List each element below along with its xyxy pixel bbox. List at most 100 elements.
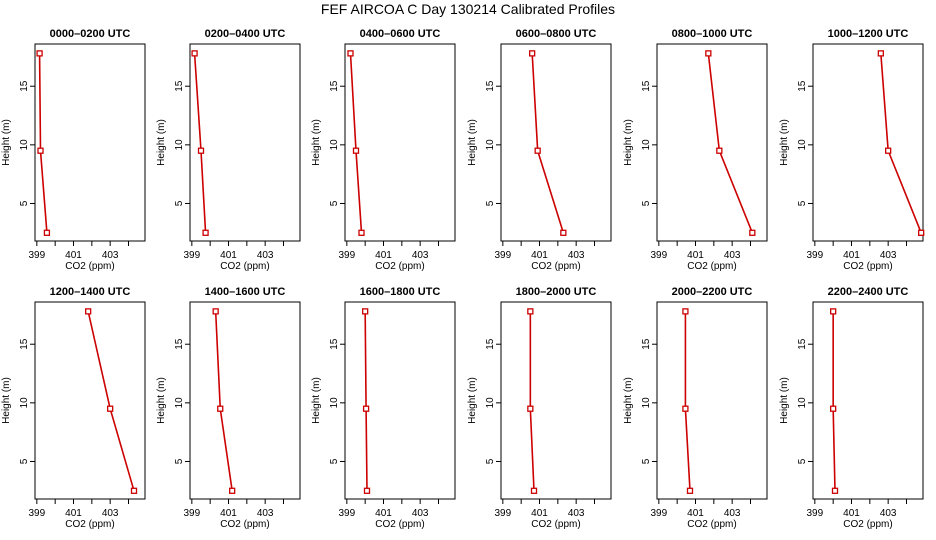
data-point: [358, 229, 365, 236]
x-tick-label: 399: [806, 250, 823, 261]
x-tick-label: 403: [412, 250, 429, 261]
data-point: [85, 308, 92, 315]
data-point: [705, 50, 712, 57]
panel-title: 1800–2000 UTC: [516, 286, 597, 298]
panel-title: 1600–1800 UTC: [360, 286, 441, 298]
y-tick-label: 5: [329, 200, 340, 206]
panel-title: 0200–0400 UTC: [205, 28, 286, 40]
profile-line: [832, 311, 836, 491]
x-axis-label: CO2 (ppm): [375, 519, 424, 530]
profile-line: [684, 311, 691, 491]
data-point: [918, 229, 925, 236]
x-axis-label: CO2 (ppm): [531, 519, 580, 530]
x-tick-label: 399: [338, 250, 355, 261]
panel-10: 1800–2000 UTC 399 401 403 5 10 15 CO2 (ppm) Heig…: [467, 286, 612, 530]
panel-title: 0400–0600 UTC: [360, 28, 441, 40]
y-tick-label: 5: [485, 200, 496, 206]
x-tick-label: 403: [102, 508, 119, 519]
data-point: [749, 229, 756, 236]
panel-title: 0800–1000 UTC: [672, 28, 753, 40]
x-axis-label: CO2 (ppm): [687, 519, 736, 530]
data-point: [352, 147, 360, 154]
y-tick-label: 10: [329, 139, 340, 151]
plot-frame: [189, 301, 301, 500]
y-tick-label: 5: [329, 458, 340, 464]
panel-title: 2200–2400 UTC: [828, 286, 909, 298]
panel-12: 2200–2400 UTC 399 401 403 5 10 15 CO2 (ppm) Heig…: [779, 286, 924, 530]
x-tick-label: 403: [724, 250, 741, 261]
panel-9: 1600–1800 UTC 399 401 403 5 10 15 CO2 (ppm) Heig…: [311, 286, 456, 530]
y-tick-label: 15: [174, 80, 185, 92]
data-point: [831, 487, 839, 494]
panel-11: 2000–2200 UTC 399 401 403 5 10 15 CO2 (ppm) Heig…: [623, 286, 768, 530]
y-axis-label: Height (m): [1, 119, 12, 166]
x-tick-label: 399: [806, 508, 823, 519]
y-tick-label: 15: [174, 338, 185, 350]
x-axis-label: CO2 (ppm): [65, 519, 114, 530]
panels-grid: 0000–0200 UTC 399 401 403 5 10 15 CO2 (ppm) Heig…: [1, 28, 925, 530]
data-point: [682, 405, 689, 412]
x-tick-label: 399: [494, 250, 511, 261]
data-point: [534, 147, 541, 154]
x-tick-label: 403: [412, 508, 429, 519]
y-axis-label: Height (m): [311, 377, 322, 424]
panel-2: 0200–0400 UTC 399 401 403 5 10 15 CO2 (ppm) Heig…: [156, 28, 301, 272]
panel-1: 0000–0200 UTC 399 401 403 5 10 15 CO2 (ppm) Heig…: [1, 28, 146, 272]
y-tick-label: 5: [797, 458, 808, 464]
panel-title: 2000–2200 UTC: [672, 286, 753, 298]
figure-title: FEF AIRCOA C Day 130214 Calibrated Profi…: [321, 1, 615, 17]
x-tick-label: 403: [724, 508, 741, 519]
x-tick-label: 403: [568, 508, 585, 519]
data-point: [107, 405, 114, 412]
x-tick-label: 401: [843, 508, 860, 519]
y-tick-label: 15: [19, 80, 30, 92]
x-axis-label: CO2 (ppm): [531, 261, 580, 272]
x-tick-label: 399: [28, 250, 45, 261]
x-tick-label: 401: [375, 508, 392, 519]
data-point: [36, 50, 43, 57]
y-tick-label: 15: [641, 338, 652, 350]
y-tick-label: 5: [174, 200, 185, 206]
y-tick-label: 15: [485, 338, 496, 350]
x-tick-label: 401: [843, 250, 860, 261]
profile-line: [214, 311, 233, 491]
profile-line: [349, 53, 363, 233]
plot-frame: [344, 43, 456, 242]
panel-title: 0000–0200 UTC: [50, 28, 131, 40]
x-tick-label: 403: [102, 250, 119, 261]
profile-line: [529, 311, 535, 491]
x-tick-label: 401: [65, 508, 82, 519]
panel-title: 0600–0800 UTC: [516, 28, 597, 40]
x-tick-label: 399: [650, 250, 667, 261]
y-tick-label: 10: [174, 139, 185, 151]
y-tick-label: 15: [329, 80, 340, 92]
y-tick-label: 5: [797, 200, 808, 206]
plot-frame: [34, 43, 146, 242]
data-point: [347, 50, 354, 57]
y-tick-label: 15: [797, 338, 808, 350]
x-tick-label: 403: [257, 508, 274, 519]
x-tick-label: 401: [220, 508, 237, 519]
x-tick-label: 403: [257, 250, 274, 261]
data-point: [716, 147, 723, 154]
panel-title: 1000–1200 UTC: [828, 28, 909, 40]
y-tick-label: 10: [641, 397, 652, 409]
x-tick-label: 401: [65, 250, 82, 261]
y-tick-label: 5: [641, 200, 652, 206]
panel-title: 1400–1600 UTC: [205, 286, 286, 298]
plot-frame: [812, 301, 924, 500]
plot-frame: [500, 301, 612, 500]
y-tick-label: 10: [485, 139, 496, 151]
y-tick-label: 10: [329, 397, 340, 409]
data-point: [197, 147, 205, 154]
data-point: [686, 487, 694, 494]
y-axis-label: Height (m): [467, 119, 478, 166]
x-tick-label: 403: [568, 250, 585, 261]
y-axis-label: Height (m): [1, 377, 12, 424]
y-tick-label: 15: [797, 80, 808, 92]
x-axis-label: CO2 (ppm): [687, 261, 736, 272]
data-point: [830, 308, 837, 315]
y-axis-label: Height (m): [156, 377, 167, 424]
